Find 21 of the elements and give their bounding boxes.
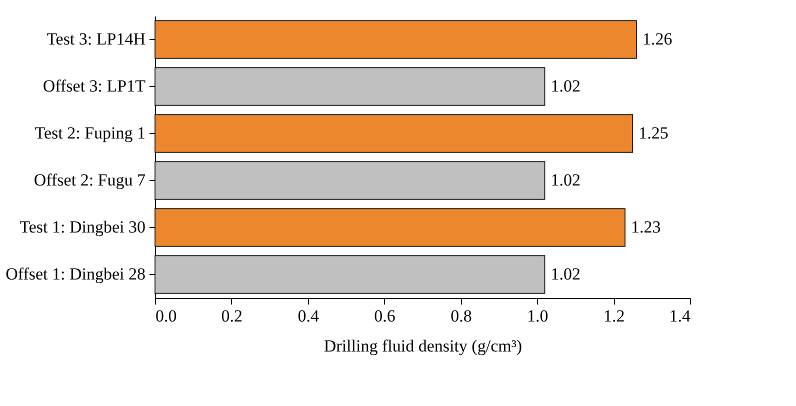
y-tick-label: Test 1: Dingbei 30	[20, 218, 146, 236]
x-tick-label: 1.2	[603, 306, 625, 326]
y-tick-label: Offset 3: LP1T	[42, 76, 146, 96]
x-tick-label: 0.0	[156, 306, 177, 326]
x-tick-label: 0.8	[450, 306, 472, 326]
data-label: 1.23	[631, 218, 661, 236]
y-tick-label: Test 3: LP14H	[46, 30, 146, 48]
data-label: 1.02	[550, 264, 581, 284]
data-label: 1.02	[550, 76, 581, 96]
x-tick-label: 0.4	[298, 306, 320, 326]
x-tick-label: 1.0	[527, 306, 548, 326]
data-label: 1.02	[550, 170, 581, 190]
y-tick-label: Test 2: Fuping 1	[34, 124, 146, 142]
x-axis-title: Drilling fluid density (g/cm³)	[324, 336, 522, 356]
y-tick-label: Offset 1: Dingbei 28	[6, 264, 146, 284]
data-label: 1.26	[642, 30, 672, 48]
x-tick-label: 0.6	[374, 306, 396, 326]
y-tick-label: Offset 2: Fugu 7	[34, 170, 146, 190]
x-tick-label: 0.2	[221, 306, 243, 326]
data-label: 1.25	[638, 124, 668, 142]
x-tick-label: 1.4	[669, 306, 691, 326]
